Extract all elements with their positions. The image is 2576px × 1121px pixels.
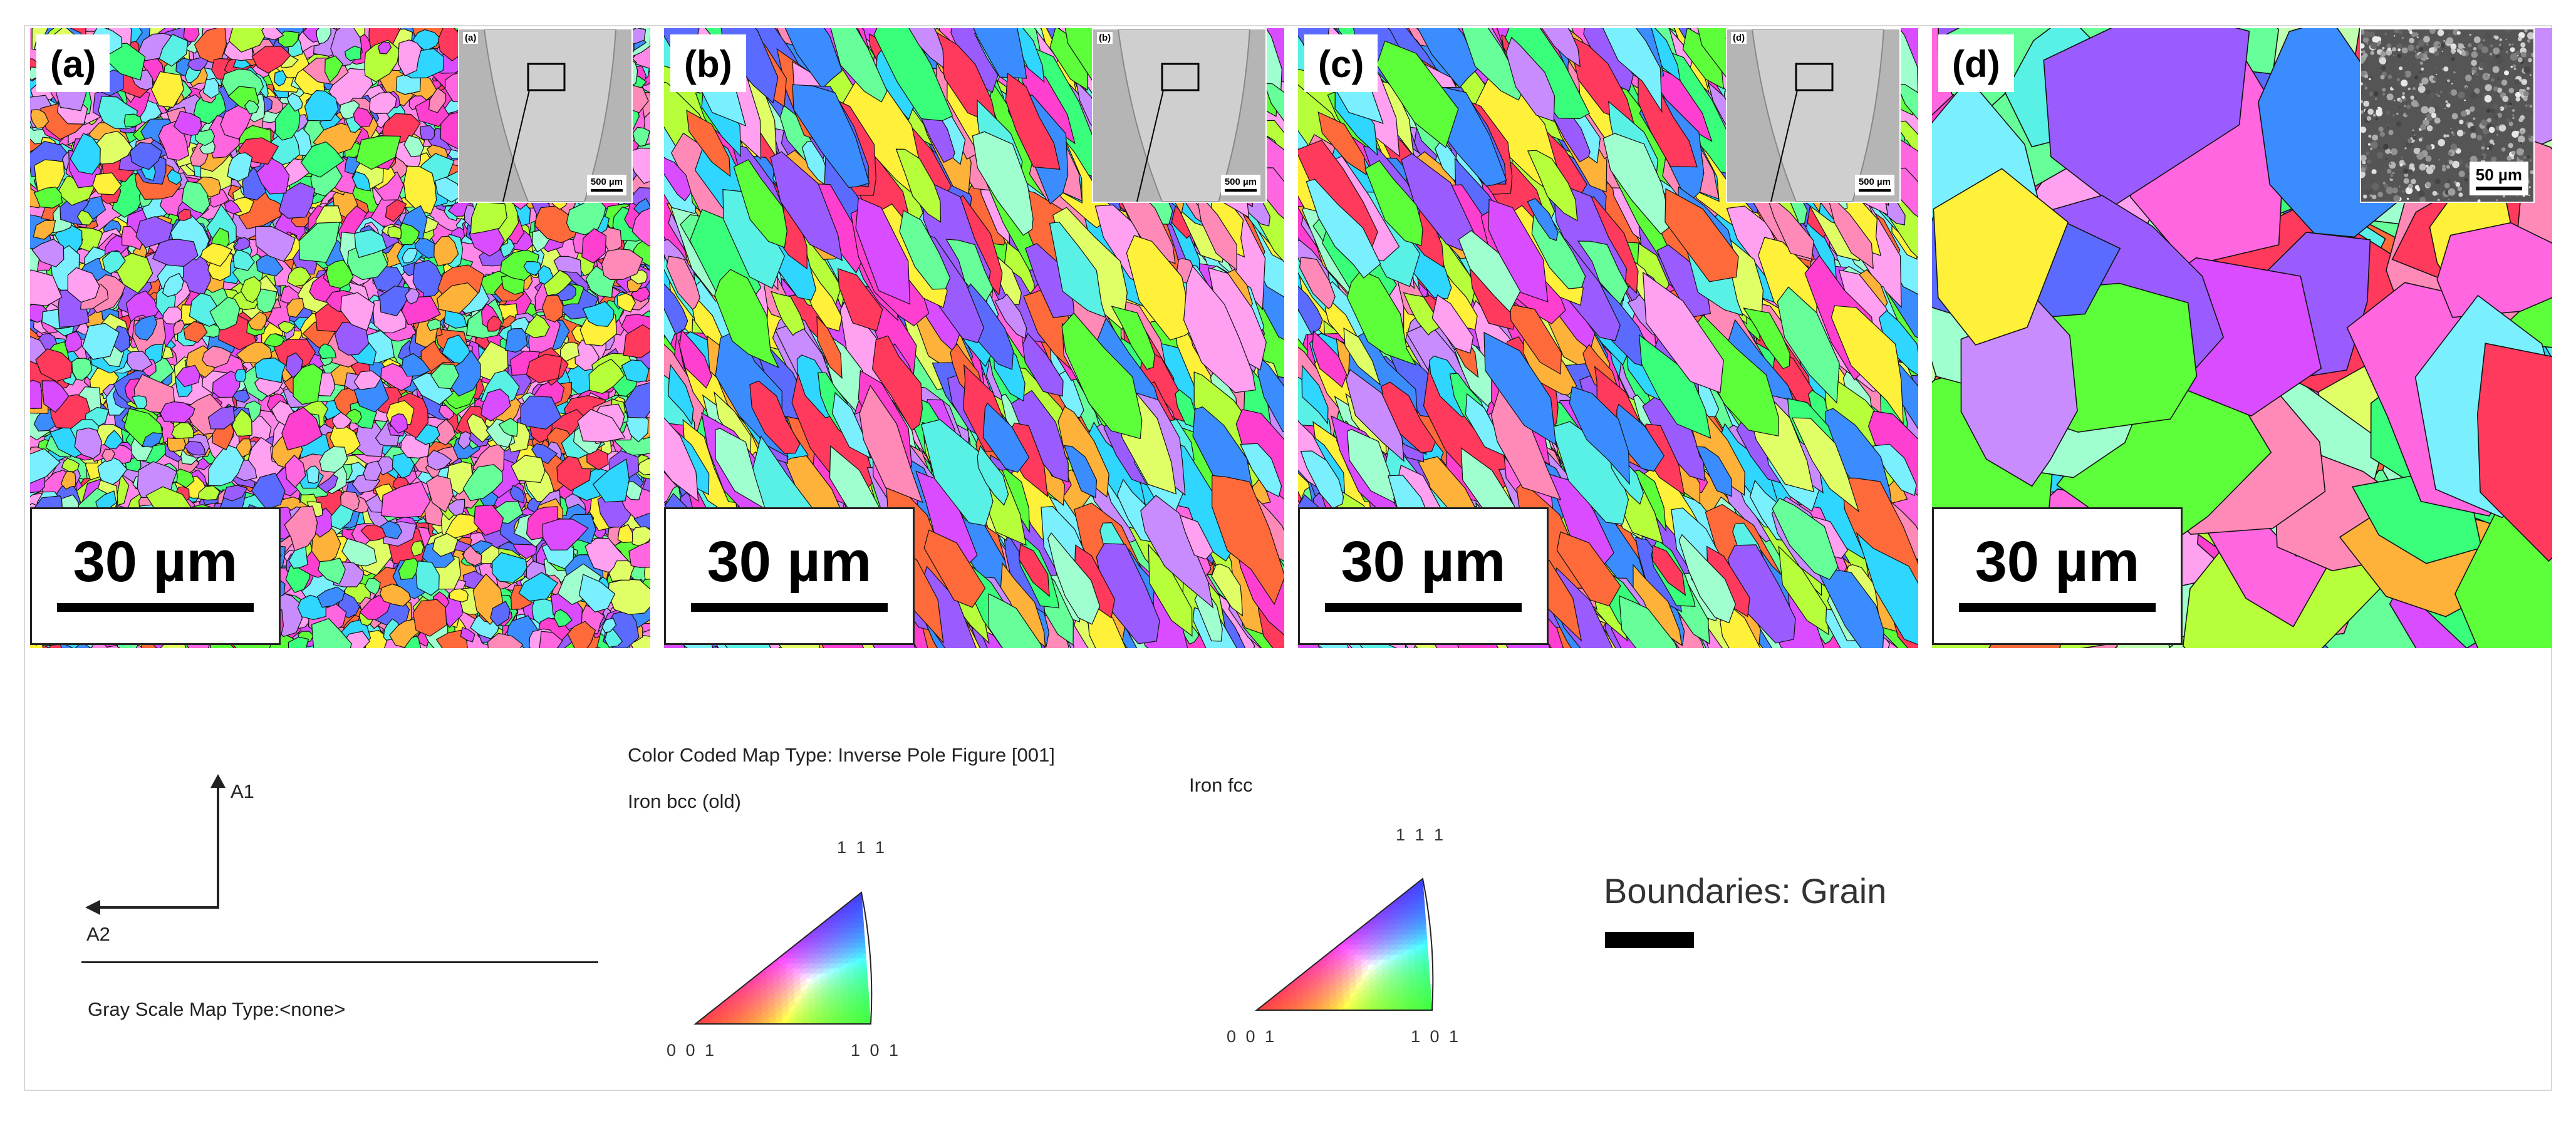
ipf-map-a bbox=[30, 28, 650, 648]
panel-label-b: (b) bbox=[670, 34, 746, 92]
legend-divider bbox=[81, 961, 598, 963]
inset-micrograph-c: (d) 500 µm bbox=[1726, 28, 1901, 203]
phase-fcc-label: Iron fcc bbox=[1189, 774, 1253, 796]
a1-label: A1 bbox=[231, 780, 254, 802]
boundaries-label: Boundaries: Grain bbox=[1604, 871, 1887, 911]
ipf-map-d bbox=[1932, 28, 2552, 648]
inset-scale-text-b: 500 µm bbox=[1224, 177, 1257, 187]
inset-scale-bar-a: 500 µm bbox=[586, 175, 626, 195]
inset-micrograph-d: 50 µm bbox=[2360, 28, 2535, 203]
inset-image-c bbox=[1727, 29, 1899, 202]
ipf-map-c bbox=[1298, 28, 1918, 648]
tri1-label-001: 0 0 1 bbox=[667, 1041, 717, 1060]
scale-text-a: 30 µm bbox=[73, 530, 238, 594]
scale-bar-d: 30 µm bbox=[1932, 507, 2183, 645]
tri1-label-111: 1 1 1 bbox=[837, 838, 888, 857]
inset-label-a: (a) bbox=[463, 32, 479, 44]
inset-scale-bar-d: 50 µm bbox=[2469, 162, 2528, 195]
ebsd-map-b: (b) (b) 500 µm 30 µm bbox=[664, 28, 1284, 648]
ebsd-map-d: (d) 50 µm 30 µm bbox=[1932, 28, 2552, 648]
gray-scale-map-type: Gray Scale Map Type:<none> bbox=[88, 998, 346, 1020]
tri2-label-001: 0 0 1 bbox=[1227, 1027, 1277, 1046]
panel-label-a: (a) bbox=[36, 34, 110, 92]
inset-micrograph-b: (b) 500 µm bbox=[1092, 28, 1267, 203]
scale-bar-c: 30 µm bbox=[1298, 507, 1549, 645]
ipf-key-fcc bbox=[1255, 877, 1434, 1011]
inset-scale-text-d: 50 µm bbox=[2475, 165, 2522, 184]
a1-arrow-icon bbox=[210, 774, 226, 788]
inset-scale-text-c: 500 µm bbox=[1858, 177, 1891, 187]
a2-arrow-icon bbox=[85, 900, 100, 915]
panel-label-d: (d) bbox=[1938, 34, 2014, 92]
scale-bar-a: 30 µm bbox=[30, 507, 281, 645]
grain-boundary-swatch bbox=[1605, 932, 1694, 948]
a2-axis-line bbox=[99, 906, 219, 909]
a2-label: A2 bbox=[86, 923, 110, 945]
tri2-label-111: 1 1 1 bbox=[1396, 825, 1446, 844]
ipf-key-bcc bbox=[693, 891, 873, 1025]
tri1-label-101: 1 0 1 bbox=[851, 1041, 901, 1060]
panel-label-c: (c) bbox=[1304, 34, 1378, 92]
inset-micrograph-a: (a) 500 µm bbox=[458, 28, 633, 203]
tri2-label-101: 1 0 1 bbox=[1411, 1027, 1462, 1046]
ebsd-map-a: (a) (a) 500 µm 30 µm bbox=[30, 28, 650, 648]
scale-text-c: 30 µm bbox=[1341, 530, 1506, 594]
a1-axis-line bbox=[217, 783, 219, 908]
scale-text-d: 30 µm bbox=[1975, 530, 2140, 594]
inset-scale-text-a: 500 µm bbox=[590, 177, 623, 187]
color-coded-map-type: Color Coded Map Type: Inverse Pole Figur… bbox=[628, 744, 1055, 766]
scale-bar-b: 30 µm bbox=[664, 507, 915, 645]
ebsd-map-c: (c) (d) 500 µm 30 µm bbox=[1298, 28, 1918, 648]
inset-scale-bar-b: 500 µm bbox=[1220, 175, 1260, 195]
phase-bcc-label: Iron bcc (old) bbox=[628, 790, 741, 812]
inset-scale-bar-c: 500 µm bbox=[1854, 175, 1894, 195]
inset-image-a bbox=[459, 29, 631, 202]
inset-label-b: (b) bbox=[1097, 32, 1113, 44]
scale-text-b: 30 µm bbox=[707, 530, 872, 594]
inset-label-c: (d) bbox=[1731, 32, 1747, 44]
inset-image-b bbox=[1093, 29, 1265, 202]
